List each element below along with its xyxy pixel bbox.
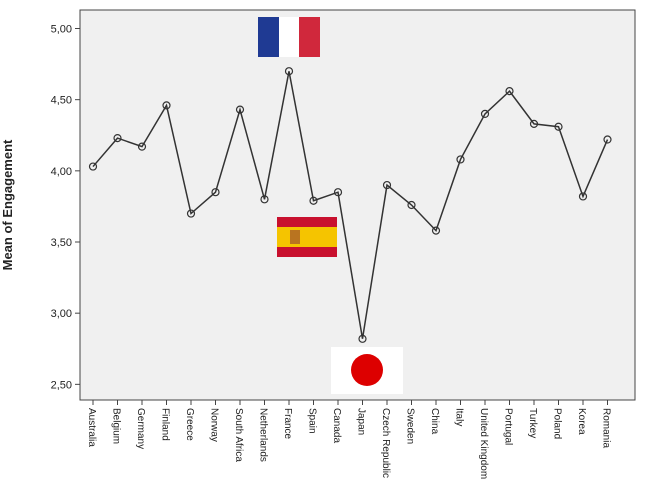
x-tick-label: Spain — [307, 408, 318, 434]
x-tick-label: Turkey — [527, 408, 538, 438]
point — [162, 101, 171, 110]
x-tick-label: Greece — [184, 408, 195, 441]
france-flag — [258, 17, 320, 57]
point — [88, 162, 98, 171]
point — [480, 109, 490, 119]
x-tick-label: Sweden — [405, 408, 416, 444]
x-tick-label: Belgium — [111, 408, 122, 444]
point — [113, 134, 122, 143]
point — [578, 192, 588, 201]
point — [603, 135, 612, 144]
point — [456, 155, 465, 164]
point — [505, 87, 514, 96]
x-tick-label: Japan — [356, 408, 367, 435]
x-tick-label: Norway — [209, 408, 220, 442]
point — [235, 105, 245, 114]
x-tick-label: Korea — [576, 408, 587, 435]
x-tick-label: Australia — [86, 408, 97, 447]
point — [554, 122, 563, 131]
point — [431, 226, 441, 235]
y-tick-label: 3,50 — [51, 237, 72, 249]
point — [284, 67, 294, 76]
x-tick-label: Finland — [160, 408, 171, 441]
x-tick-label: Romania — [601, 408, 612, 448]
x-tick-label: Canada — [331, 408, 342, 443]
y-tick-label: 4,50 — [51, 95, 72, 107]
point — [382, 180, 392, 190]
x-tick-label: United Kingdom — [478, 408, 489, 479]
spain-flag — [277, 217, 337, 257]
japan-flag — [331, 347, 403, 394]
x-tick-label: Italy — [454, 408, 465, 426]
y-tick-label: 4,00 — [51, 166, 72, 178]
point — [211, 188, 220, 197]
y-tick-label: 2,50 — [51, 379, 72, 391]
x-tick-label: France — [282, 408, 293, 440]
x-tick-label: Czech Republic — [380, 408, 391, 478]
point — [309, 196, 318, 205]
point — [333, 188, 343, 197]
point — [260, 195, 269, 204]
line — [92, 71, 609, 339]
point — [137, 142, 147, 151]
y-tick-label: 3,00 — [51, 308, 72, 320]
point — [358, 334, 367, 343]
point — [407, 200, 416, 210]
x-tick-label: Netherlands — [258, 408, 269, 462]
x-tick-label: Germany — [135, 408, 146, 449]
point — [529, 119, 539, 128]
plot-area — [79, 9, 636, 401]
x-tick-label: South Africa — [233, 408, 244, 462]
x-tick-label: China — [429, 408, 440, 435]
point — [186, 209, 196, 218]
x-tick-label: Poland — [552, 408, 563, 439]
y-axis-title: Mean of Engagement — [0, 139, 15, 270]
y-tick-label: 5,00 — [51, 24, 72, 36]
x-tick-label: Portugal — [503, 408, 514, 445]
marks — [88, 67, 612, 343]
